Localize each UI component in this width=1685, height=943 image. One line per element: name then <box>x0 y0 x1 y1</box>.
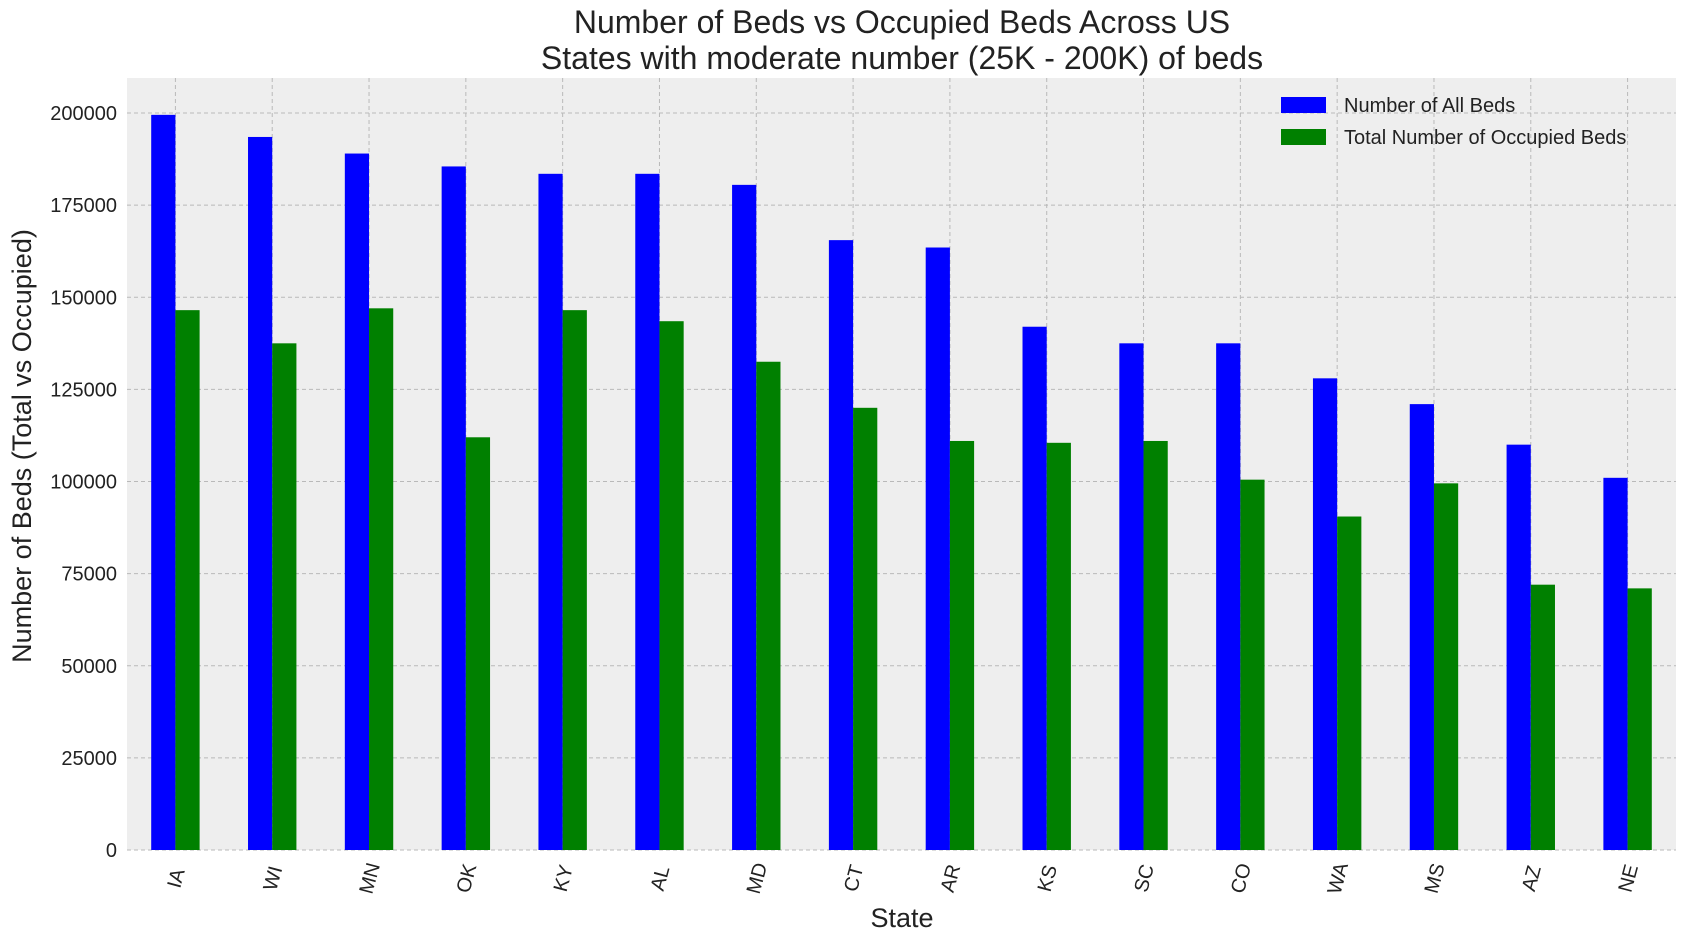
legend: Number of All Beds Total Number of Occupi… <box>1281 95 1626 149</box>
x-tick-label: AR <box>937 862 965 895</box>
y-tick-label: 125000 <box>50 379 117 401</box>
bar-all-beds-wa <box>1312 378 1338 850</box>
legend-label: Total Number of Occupied Beds <box>1344 127 1626 149</box>
legend-swatch <box>1281 97 1326 113</box>
bar-occupied-beds-wi <box>272 343 297 850</box>
x-tick-label: MN <box>356 861 385 897</box>
bar-all-beds-ks <box>1022 326 1047 850</box>
chart-title-line-2: States with moderate number (25K - 200K)… <box>541 40 1263 76</box>
bar-all-beds-wi <box>248 136 273 851</box>
y-tick-label: 100000 <box>50 472 117 494</box>
x-tick-label: MD <box>743 861 772 897</box>
x-tick-label: CO <box>1227 861 1256 896</box>
bar-occupied-beds-ok <box>465 437 491 850</box>
bar-all-beds-ok <box>441 166 466 850</box>
bar-all-beds-ms <box>1409 404 1434 850</box>
y-tick-label: 0 <box>106 840 117 862</box>
chart-title-line-1: Number of Beds vs Occupied Beds Across U… <box>574 4 1230 40</box>
bar-all-beds-mn <box>344 153 370 851</box>
bar-occupied-beds-ms <box>1433 483 1459 850</box>
x-tick-label: KS <box>1034 863 1062 894</box>
x-tick-label: OK <box>453 861 482 895</box>
bar-occupied-beds-ne <box>1627 588 1652 850</box>
bar-all-beds-ar <box>925 247 950 850</box>
bar-all-beds-ne <box>1603 477 1628 850</box>
y-tick-label: 200000 <box>50 103 117 125</box>
bar-occupied-beds-md <box>756 361 781 850</box>
x-tick-label: MS <box>1421 861 1450 896</box>
bar-occupied-beds-ct <box>853 407 878 850</box>
bar-occupied-beds-al <box>659 321 684 850</box>
bar-all-beds-md <box>732 184 757 851</box>
y-tick-label: 150000 <box>50 287 117 309</box>
y-tick-label: 50000 <box>61 656 117 678</box>
bar-occupied-beds-co <box>1240 479 1265 850</box>
x-tick-label: CT <box>840 863 868 894</box>
x-tick-label: AZ <box>1518 863 1546 893</box>
bar-occupied-beds-mn <box>369 308 394 850</box>
bar-occupied-beds-ks <box>1046 442 1071 850</box>
x-tick-label: WI <box>260 864 288 893</box>
x-tick-label: IA <box>164 866 190 891</box>
bar-all-beds-ia <box>151 114 176 851</box>
bar-all-beds-co <box>1216 343 1241 850</box>
x-tick-label: SC <box>1131 862 1159 895</box>
x-tick-label: WA <box>1324 860 1354 897</box>
legend-label: Number of All Beds <box>1344 95 1515 117</box>
bar-occupied-beds-sc <box>1143 440 1168 850</box>
bar-all-beds-sc <box>1119 343 1144 850</box>
bar-all-beds-ky <box>538 173 563 850</box>
bar-occupied-beds-ar <box>949 440 975 850</box>
y-tick-label: 25000 <box>61 748 117 770</box>
bar-occupied-beds-az <box>1530 584 1555 850</box>
bar-occupied-beds-ia <box>175 310 200 851</box>
y-axis-label: Number of Beds (Total vs Occupied) <box>7 229 37 663</box>
legend-swatch <box>1281 129 1326 145</box>
x-tick-label: NE <box>1615 862 1643 895</box>
x-tick-label: AL <box>647 864 675 893</box>
bar-occupied-beds-ky <box>562 310 587 851</box>
bar-all-beds-al <box>635 173 660 850</box>
x-tick-label: KY <box>550 863 578 894</box>
x-axis-label: State <box>870 903 933 933</box>
bar-occupied-beds-wa <box>1337 516 1362 850</box>
y-tick-label: 175000 <box>50 195 117 217</box>
y-tick-label: 75000 <box>61 564 117 586</box>
bar-all-beds-ct <box>828 240 854 850</box>
bar-all-beds-az <box>1506 444 1531 850</box>
